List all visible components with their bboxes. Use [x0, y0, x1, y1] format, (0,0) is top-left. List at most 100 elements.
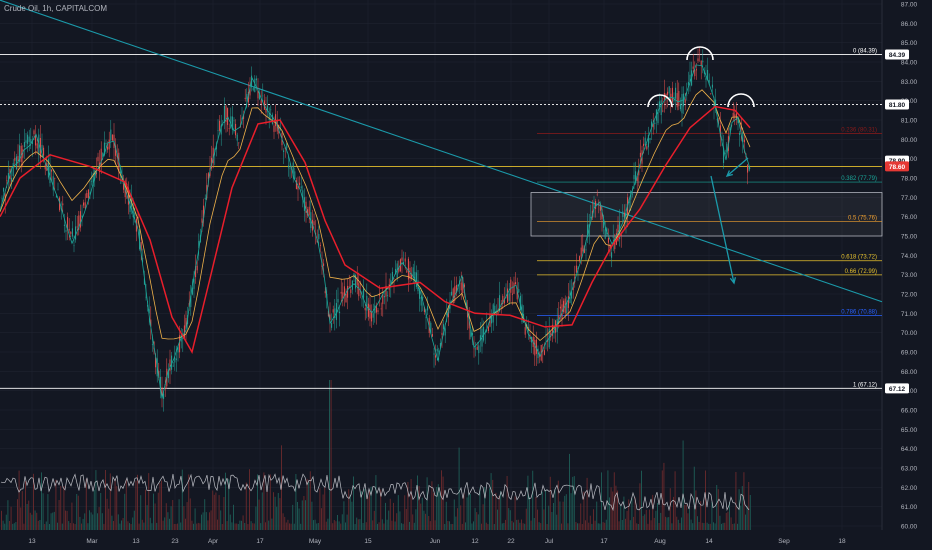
- candle-body: [668, 86, 670, 94]
- volume-bar: [692, 523, 694, 530]
- candle-body: [204, 198, 206, 199]
- volume-bar: [367, 496, 369, 530]
- candle-body: [534, 340, 536, 356]
- candle-body: [371, 312, 373, 322]
- volume-bar: [151, 523, 153, 530]
- candle-body: [607, 238, 609, 243]
- volume-bar: [189, 498, 191, 530]
- candle-body: [409, 267, 411, 279]
- candle-body: [700, 60, 702, 67]
- volume-bar: [1, 510, 2, 530]
- volume-bar: [468, 493, 470, 530]
- volume-bar: [687, 513, 689, 530]
- volume-bar: [194, 508, 196, 530]
- candle-body: [644, 137, 646, 145]
- volume-bar: [108, 508, 110, 530]
- candle-body: [382, 294, 384, 305]
- volume-bar: [207, 520, 209, 530]
- volume-bar: [409, 521, 410, 530]
- level-label: 0.382 (77.79): [841, 176, 877, 182]
- volume-bar: [39, 520, 41, 530]
- volume-bar: [655, 510, 657, 530]
- volume-bar: [271, 518, 273, 530]
- volume-bar: [34, 510, 36, 530]
- volume-bar: [266, 489, 268, 530]
- candle-body: [233, 120, 235, 122]
- volume-bar: [90, 512, 92, 530]
- volume-bar: [733, 523, 735, 530]
- candle-body: [732, 112, 734, 117]
- volume-bar: [487, 524, 489, 530]
- volume-bar: [447, 521, 449, 530]
- volume-bar: [639, 483, 641, 530]
- candle-body: [543, 350, 545, 355]
- candle-body: [580, 247, 582, 257]
- volume-bar: [596, 501, 598, 530]
- volume-bar: [92, 514, 94, 530]
- candle-body: [191, 287, 193, 295]
- volume-bar: [722, 522, 724, 530]
- candle-body: [108, 139, 110, 150]
- volume-bar: [33, 473, 34, 530]
- candle-body: [395, 268, 397, 274]
- volume-bar: [165, 503, 167, 530]
- volume-bar: [42, 493, 44, 530]
- volume-bar: [237, 524, 239, 530]
- volume-bar: [391, 520, 393, 530]
- volume-bar: [289, 523, 290, 530]
- volume-bar: [549, 476, 551, 530]
- volume-bar: [676, 516, 678, 530]
- candle-body: [513, 282, 515, 294]
- volume-bar: [2, 520, 4, 530]
- candle-body: [75, 226, 77, 240]
- candle-body: [460, 282, 462, 291]
- volume-bar: [121, 520, 122, 530]
- candle-body: [115, 145, 117, 156]
- volume-bar: [122, 518, 124, 530]
- consolidation-box: [530, 192, 883, 237]
- volume-bar: [569, 453, 570, 530]
- candle-body: [3, 188, 5, 192]
- volume-bar: [354, 524, 356, 530]
- volume-bar: [529, 496, 530, 530]
- volume-bar: [319, 488, 321, 530]
- volume-bar: [220, 510, 222, 530]
- volume-bar: [329, 380, 330, 530]
- candle-body: [12, 163, 14, 177]
- candle-body: [611, 252, 613, 258]
- volume-bar: [706, 522, 708, 530]
- volume-bar: [359, 519, 361, 530]
- candle-body: [25, 140, 27, 143]
- candle-body: [225, 105, 227, 122]
- volume-bar: [650, 520, 652, 530]
- volume-bar: [554, 489, 556, 530]
- candle-body: [583, 247, 585, 253]
- symbol-label: Crude Oil: [4, 4, 38, 13]
- candle-body: [743, 139, 745, 143]
- volume-bar: [477, 514, 479, 530]
- volume-bar: [453, 499, 455, 530]
- volume-bar: [260, 523, 262, 530]
- volume-bar: [377, 523, 378, 530]
- chart-header: Crude Oil, 1h, CAPITALCOM: [4, 4, 108, 13]
- volume-bar: [215, 492, 217, 530]
- volume-bar: [730, 517, 732, 530]
- candle-body: [695, 69, 697, 71]
- volume-bar: [225, 472, 226, 530]
- volume-bar: [124, 493, 126, 530]
- volume-bar: [233, 504, 234, 530]
- candle-body: [345, 293, 347, 303]
- volume-bar: [607, 470, 609, 530]
- volume-bar: [378, 522, 380, 530]
- volume-bar: [140, 495, 142, 530]
- candle-body: [692, 66, 694, 69]
- candle-body: [411, 274, 413, 278]
- candle-body: [323, 263, 325, 266]
- volume-bar: [327, 518, 329, 530]
- volume-bar: [636, 523, 638, 530]
- candle-body: [647, 135, 649, 148]
- candle-body: [406, 270, 408, 273]
- volume-bar: [60, 486, 62, 530]
- volume-bar: [612, 491, 614, 530]
